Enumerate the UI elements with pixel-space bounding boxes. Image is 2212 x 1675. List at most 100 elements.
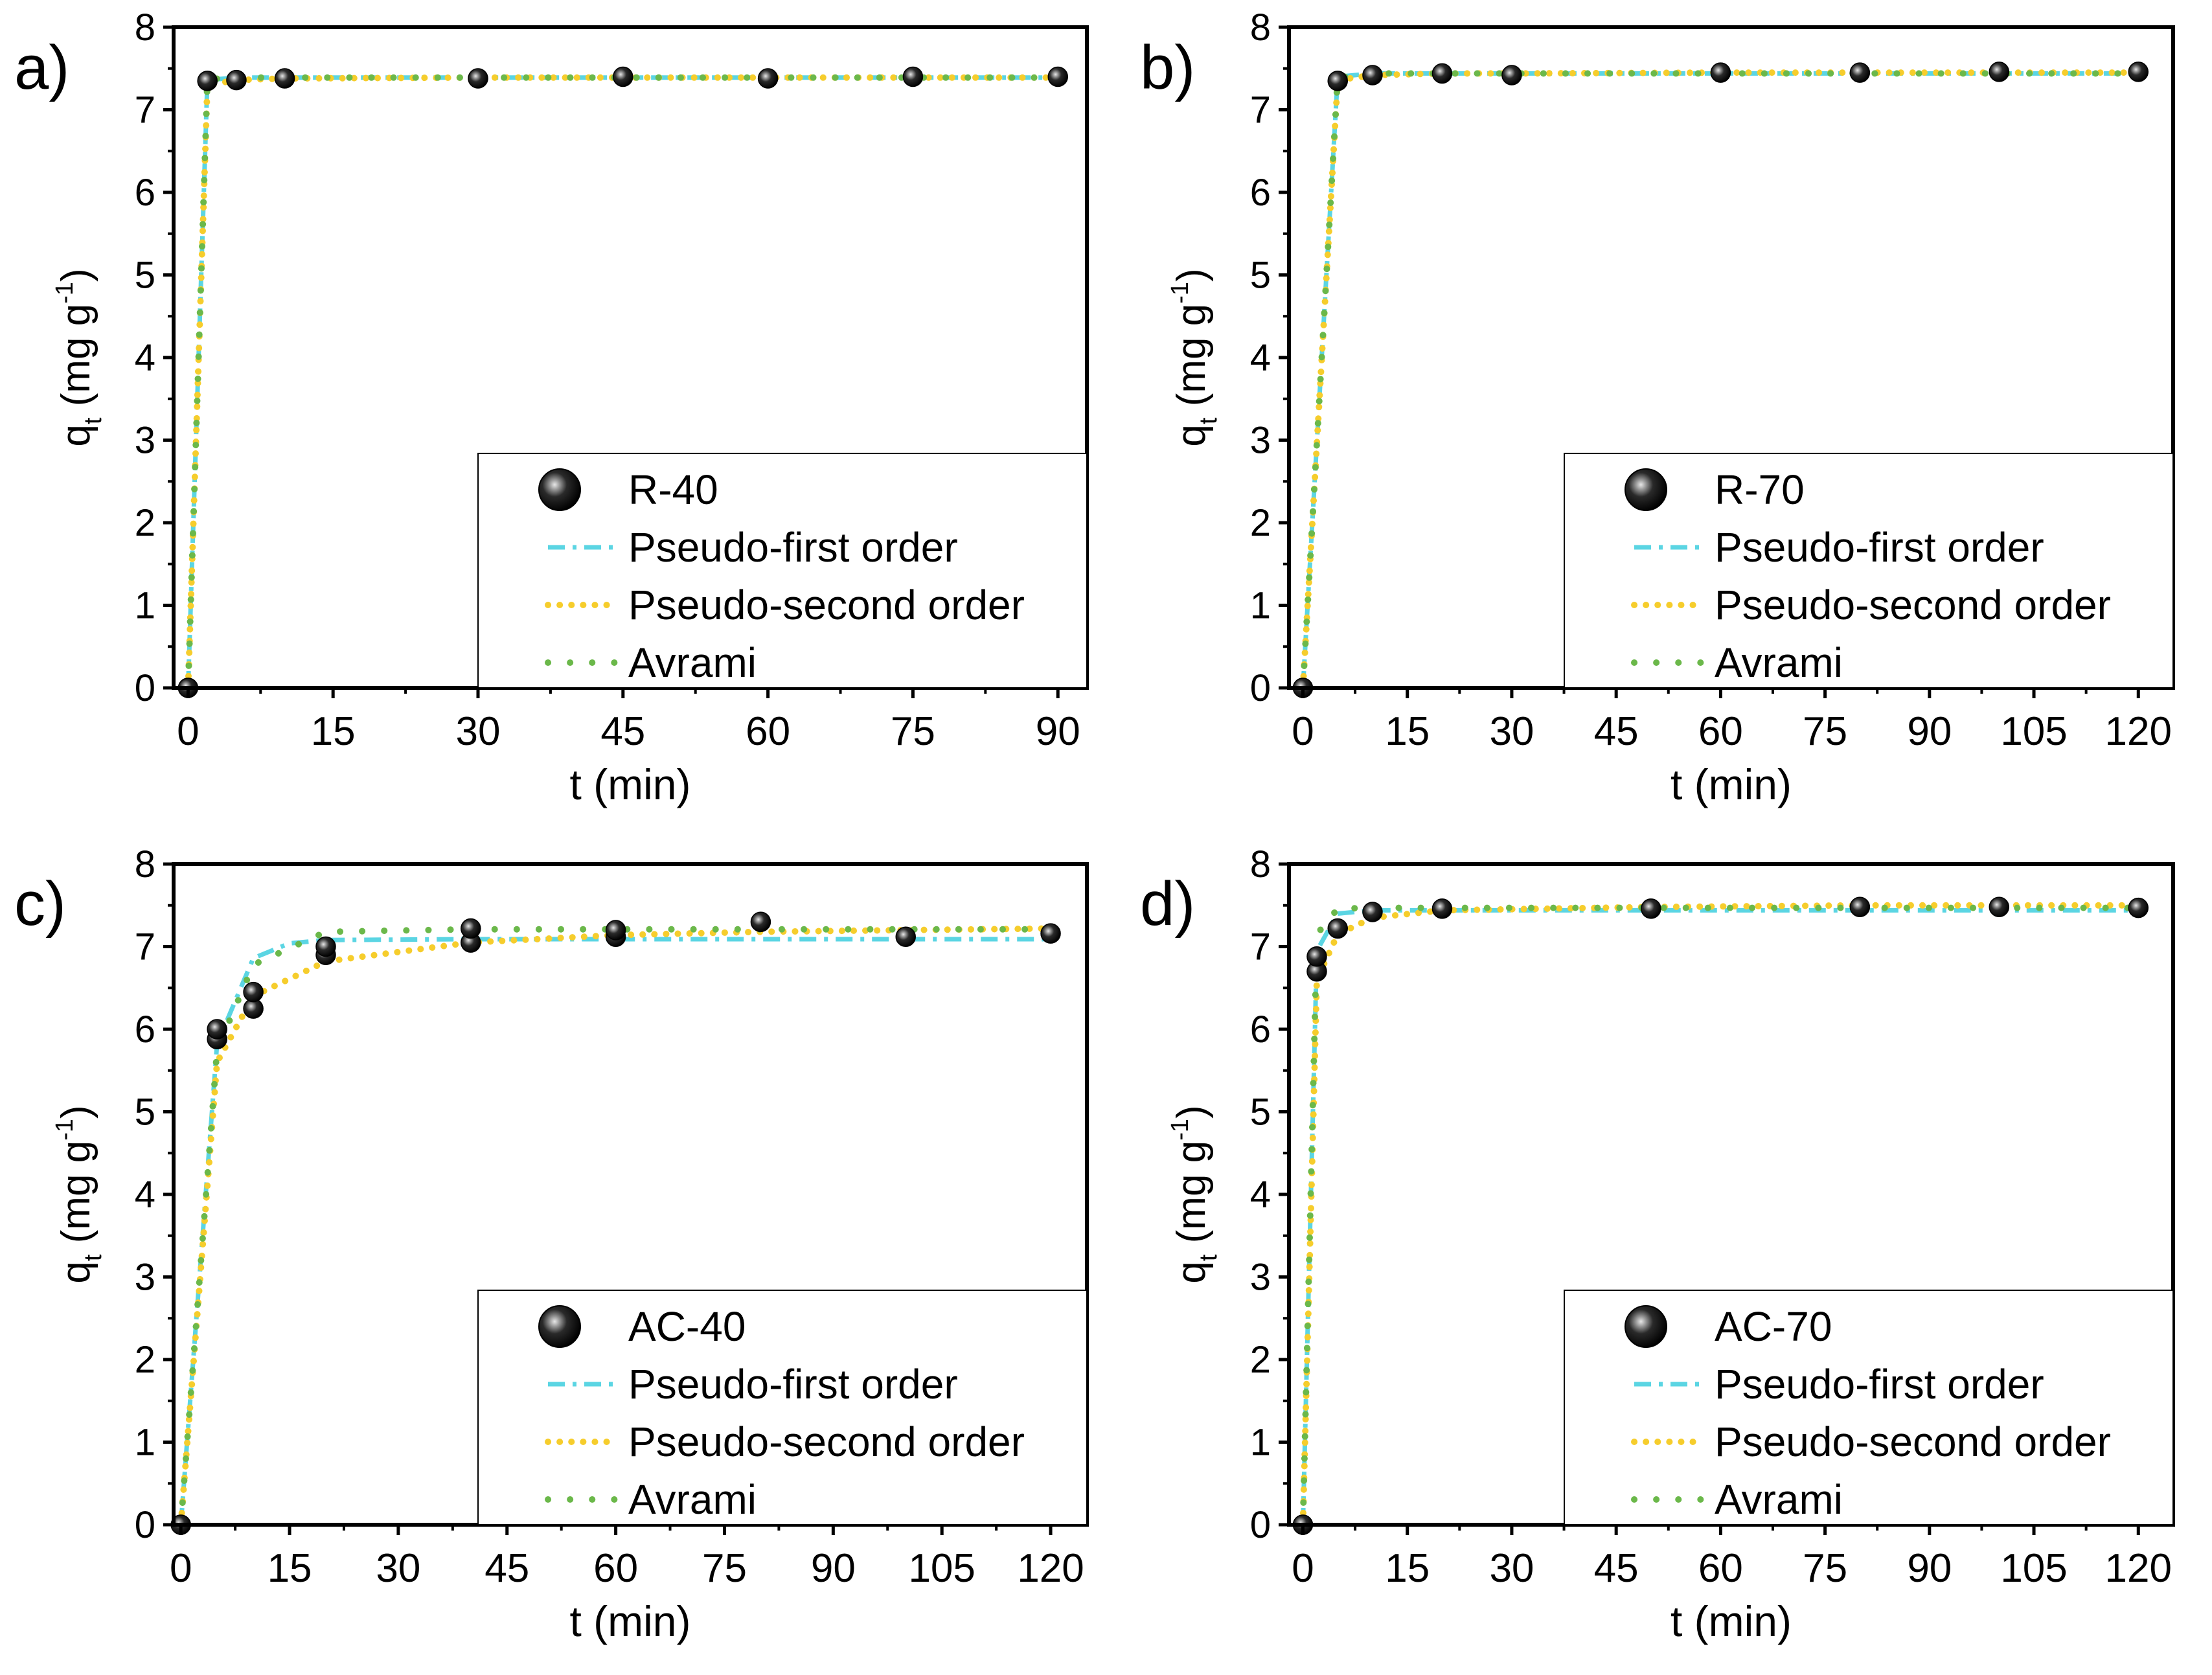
data-point xyxy=(1431,898,1453,919)
x-axis-title: t (min) xyxy=(1670,760,1792,808)
y-axis-unit: (mg g xyxy=(54,304,98,418)
x-tick-label: 15 xyxy=(268,1546,312,1591)
x-axis-title: t (min) xyxy=(1670,1597,1792,1645)
legend-label: Avrami xyxy=(628,639,757,686)
x-tick-label: 120 xyxy=(2105,709,2172,754)
y-axis-title: qt (mg g-1) xyxy=(51,1105,107,1283)
legend-label: Pseudo-first order xyxy=(1715,524,2044,571)
x-tick-label: 90 xyxy=(1907,1546,1952,1591)
x-tick-label: 15 xyxy=(311,709,356,754)
y-axis-unit: (mg g xyxy=(54,1141,98,1255)
series-pseudo-first-order xyxy=(1301,907,2139,1525)
y-axis-title: qt (mg g-1) xyxy=(1167,268,1222,446)
data-point xyxy=(1989,896,2010,918)
y-tick-label: 8 xyxy=(1250,843,1271,885)
y-tick-label: 6 xyxy=(1250,172,1271,214)
y-tick-label: 3 xyxy=(1250,1257,1271,1299)
x-tick-label: 15 xyxy=(1385,709,1430,754)
x-tick-label: 90 xyxy=(811,1546,856,1591)
data-point xyxy=(315,936,336,957)
x-tick-label: 0 xyxy=(170,1546,192,1591)
x-axis-title: t (min) xyxy=(570,1597,691,1645)
x-tick-label: 105 xyxy=(908,1546,975,1591)
legend-label: Pseudo-second order xyxy=(628,582,1025,628)
legend-label: Pseudo-second order xyxy=(628,1419,1025,1465)
data-point xyxy=(1849,896,1871,918)
x-tick-label: 90 xyxy=(1907,709,1952,754)
x-tick-label: 60 xyxy=(593,1546,638,1591)
y-tick-label: 7 xyxy=(135,926,155,968)
y-axis-unit: (mg g xyxy=(1169,1141,1214,1255)
y-axis-unit: (mg g xyxy=(1169,304,1214,418)
data-point xyxy=(750,911,771,932)
legend: AC-40 Pseudo-first order Pseudo-second ord… xyxy=(477,1290,1088,1525)
y-tick-label: 3 xyxy=(135,1257,155,1299)
data-point xyxy=(461,918,481,939)
x-tick-label: 75 xyxy=(1803,709,1847,754)
data-point xyxy=(243,981,264,1003)
data-point xyxy=(2128,897,2149,918)
data-point xyxy=(613,66,633,87)
legend-label: R-40 xyxy=(628,466,718,513)
y-tick-label: 5 xyxy=(135,1091,155,1134)
x-tick-label: 75 xyxy=(702,1546,747,1591)
y-tick-label: 7 xyxy=(135,89,155,131)
data-point xyxy=(1327,71,1348,91)
data-point xyxy=(468,68,488,89)
legend-label: AC-70 xyxy=(1715,1303,1832,1350)
y-tick-label: 0 xyxy=(1250,1504,1271,1546)
legend-label: Pseudo-second order xyxy=(1715,1419,2111,1465)
y-tick-label: 0 xyxy=(1250,667,1271,709)
y-tick-label: 4 xyxy=(135,337,155,379)
data-point xyxy=(895,926,916,947)
y-tick-label: 4 xyxy=(135,1174,155,1216)
x-tick-label: 30 xyxy=(376,1546,420,1591)
data-point xyxy=(274,68,295,89)
data-point xyxy=(1362,65,1383,85)
y-tick-label: 1 xyxy=(135,1422,155,1464)
x-tick-label: 75 xyxy=(1803,1546,1847,1591)
data-point xyxy=(605,920,626,940)
x-tick-label: 45 xyxy=(600,709,645,754)
y-tick-label: 3 xyxy=(1250,420,1271,462)
legend-marker xyxy=(1625,468,1667,511)
y-tick-label: 5 xyxy=(1250,255,1271,297)
y-tick-label: 3 xyxy=(135,420,155,462)
data-point xyxy=(1327,918,1348,939)
x-tick-label: 90 xyxy=(1036,709,1080,754)
panel-label: c) xyxy=(14,869,66,939)
legend: AC-70 Pseudo-first order Pseudo-second ord… xyxy=(1564,1290,2174,1525)
legend-label: Avrami xyxy=(1715,639,1843,686)
x-tick-label: 30 xyxy=(456,709,501,754)
y-tick-label: 1 xyxy=(135,585,155,627)
x-tick-label: 120 xyxy=(2105,1546,2172,1591)
x-tick-label: 105 xyxy=(2000,709,2067,754)
y-tick-label: 6 xyxy=(1250,1008,1271,1051)
y-tick-label: 7 xyxy=(1250,89,1271,131)
legend-label: R-70 xyxy=(1715,466,1805,513)
data-point xyxy=(1047,66,1068,87)
x-tick-label: 75 xyxy=(891,709,935,754)
y-tick-label: 4 xyxy=(1250,337,1271,379)
data-point xyxy=(902,66,924,87)
legend-marker xyxy=(538,1305,581,1348)
x-tick-label: 45 xyxy=(1594,709,1639,754)
y-tick-label: 0 xyxy=(135,1504,155,1546)
data-point xyxy=(757,68,779,89)
y-tick-label: 1 xyxy=(1250,585,1271,627)
data-point xyxy=(1501,65,1522,85)
x-tick-label: 0 xyxy=(177,709,199,754)
legend-label: Pseudo-first order xyxy=(628,524,958,571)
legend-label: Pseudo-first order xyxy=(628,1361,958,1407)
y-tick-label: 7 xyxy=(1250,926,1271,968)
panel-label: a) xyxy=(14,33,69,102)
x-axis-title: t (min) xyxy=(570,760,691,808)
data-point xyxy=(226,69,247,91)
y-tick-label: 6 xyxy=(135,172,155,214)
data-point xyxy=(1362,902,1383,922)
legend-marker xyxy=(538,468,581,511)
